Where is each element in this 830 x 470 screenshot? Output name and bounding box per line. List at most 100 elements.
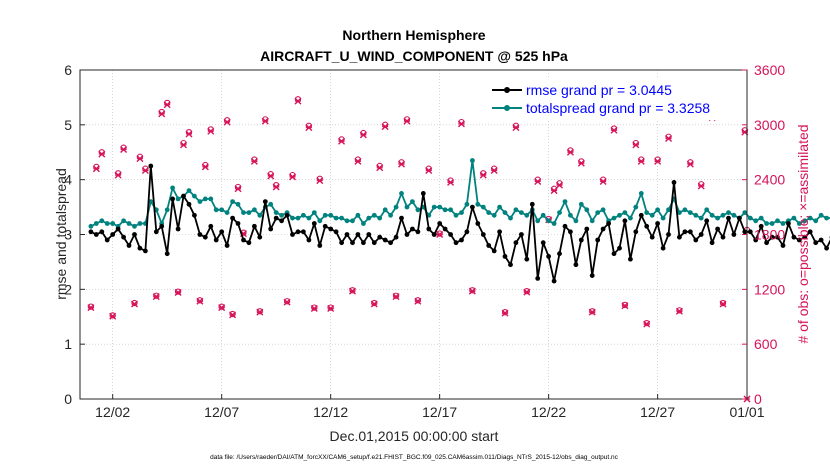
obs-assimilated-marker — [289, 173, 297, 181]
rmse-point — [181, 193, 186, 199]
obs-assimilated-marker — [250, 157, 258, 165]
y-right-tick-label: 600 — [754, 336, 778, 352]
rmse-point — [246, 240, 252, 246]
rmse-point — [453, 240, 459, 246]
obs-possible-marker — [153, 292, 160, 299]
chart-subtitle: AIRCRAFT_U_WIND_COMPONENT @ 525 hPa — [260, 48, 568, 64]
totalspread-point — [540, 212, 546, 218]
totalspread-point — [355, 212, 361, 218]
obs-assimilated-marker — [120, 146, 128, 154]
rmse-point — [682, 229, 688, 235]
rmse-point — [633, 229, 639, 235]
rmse-point — [355, 232, 361, 237]
totalspread-point — [393, 204, 399, 210]
rmse-point — [273, 215, 279, 221]
totalspread-point — [311, 210, 317, 216]
rmse-point — [426, 226, 432, 232]
obs-assimilated-marker — [414, 297, 422, 305]
rmse-point — [557, 251, 562, 257]
obs-assimilated-marker — [348, 287, 356, 295]
totalspread-point — [813, 218, 819, 224]
totalspread-point — [295, 215, 301, 221]
obs-possible-marker — [327, 304, 334, 311]
totalspread-point — [780, 221, 786, 226]
rmse-point — [431, 232, 437, 237]
totalspread-point — [230, 199, 236, 205]
obs-assimilated-marker — [392, 293, 400, 301]
rmse-point — [317, 243, 323, 248]
obs-assimilated-marker — [550, 187, 558, 195]
rmse-point — [262, 199, 268, 205]
y-left-tick-label: 1 — [64, 336, 72, 352]
legend: rmse grand pr = 3.0445 totalspread grand… — [488, 78, 744, 120]
rmse-point — [551, 278, 557, 284]
totalspread-point — [486, 210, 492, 216]
totalspread-point — [132, 223, 137, 229]
rmse-point — [448, 232, 453, 237]
obs-assimilated-marker — [523, 288, 531, 296]
rmse-point — [813, 240, 819, 246]
rmse-point — [290, 232, 295, 237]
obs-assimilated-marker — [354, 157, 362, 165]
rmse-point — [399, 215, 404, 221]
rmse-point — [535, 276, 541, 281]
totalspread-point — [742, 210, 748, 216]
rmse-point — [524, 256, 530, 262]
totalspread-point — [764, 221, 769, 226]
obs-assimilated-marker — [185, 130, 193, 138]
rmse-point — [164, 251, 170, 257]
totalspread-point — [791, 215, 797, 221]
totalspread-point — [306, 215, 312, 221]
rmse-point — [497, 229, 502, 235]
totalspread-point — [93, 221, 99, 226]
rmse-point — [339, 240, 344, 246]
rmse-point — [519, 232, 524, 237]
obs-assimilated-marker — [376, 164, 384, 172]
totalspread-point — [399, 191, 404, 196]
totalspread-point — [480, 204, 486, 210]
y-right-tick-label: 0 — [754, 391, 762, 407]
obs-possible-marker — [719, 299, 727, 307]
rmse-point — [758, 223, 764, 229]
totalspread-point — [726, 210, 731, 216]
rmse-point — [475, 221, 481, 226]
totalspread-point — [687, 210, 693, 216]
rmse-point — [540, 240, 546, 246]
obs-assimilated-marker — [141, 167, 149, 175]
rmse-point — [159, 223, 165, 229]
rmse-point — [192, 212, 197, 218]
totalspread-point — [257, 212, 263, 218]
rmse-point — [235, 221, 241, 226]
obs-assimilated-marker — [152, 293, 160, 301]
totalspread-point — [88, 223, 94, 229]
totalspread-point — [464, 201, 470, 207]
totalspread-point — [366, 215, 372, 221]
obs-assimilated-marker — [158, 110, 166, 118]
rmse-point — [649, 234, 655, 240]
totalspread-point — [224, 210, 230, 216]
totalspread-point — [551, 221, 557, 226]
obs-assimilated-marker — [675, 307, 683, 315]
rmse-point — [170, 196, 176, 202]
totalspread-point — [633, 204, 639, 210]
obs-assimilated-marker — [381, 123, 389, 131]
obs-assimilated-marker — [196, 297, 204, 305]
rmse-point — [268, 226, 274, 232]
rmse-point — [121, 234, 126, 240]
obs-possible-marker — [256, 308, 263, 315]
totalspread-point — [644, 210, 650, 216]
rmse-point — [393, 234, 399, 240]
obs-assimilated-marker — [174, 289, 182, 297]
obs-possible-marker — [283, 298, 291, 305]
totalspread-point — [442, 207, 448, 213]
totalspread-point — [404, 204, 410, 210]
totalspread-point — [186, 188, 192, 194]
totalspread-point — [611, 215, 617, 221]
rmse-point — [284, 212, 290, 218]
rmse-point — [437, 221, 443, 226]
rmse-point — [230, 215, 236, 221]
rmse-point — [628, 256, 633, 262]
y-right-tick-label: 3600 — [754, 62, 785, 78]
obs-assimilated-marker — [370, 300, 378, 308]
